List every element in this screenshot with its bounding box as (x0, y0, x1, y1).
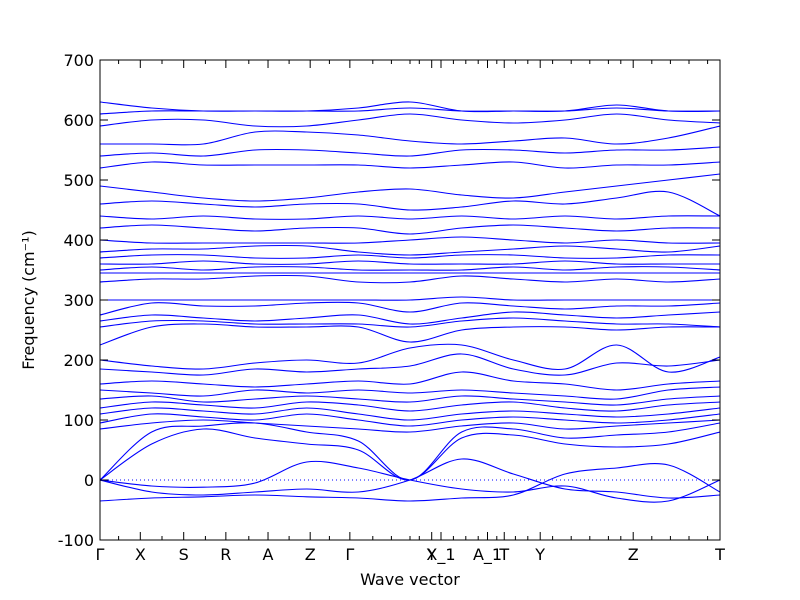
x-tick-label: X (135, 545, 146, 564)
x-tick-label: T (498, 545, 509, 564)
band-line-16 (100, 311, 720, 325)
y-tick-label: 600 (63, 111, 94, 130)
band-line-29 (100, 173, 720, 202)
band-line-7 (100, 407, 720, 421)
y-tick-label: 200 (63, 351, 94, 370)
x-tick-label: Y (534, 545, 545, 564)
x-tick-label: T (714, 545, 725, 564)
band-line-25 (100, 236, 720, 244)
band-line-24 (100, 244, 720, 256)
x-tick-label: R (220, 545, 231, 564)
band-line-11 (100, 371, 720, 391)
band-line-30 (100, 161, 720, 169)
x-tick-label: Y (426, 545, 437, 564)
y-tick-label: 0 (84, 471, 94, 490)
band-line-26 (100, 224, 720, 235)
band-line-19 (100, 274, 720, 284)
band-line-9 (100, 395, 720, 406)
x-tick-label: Z (305, 545, 316, 564)
band-line-32 (100, 125, 720, 146)
band-line-6 (100, 413, 720, 427)
x-tick-label: S (179, 545, 189, 564)
band-line-8 (100, 401, 720, 412)
x-tick-label: A (263, 545, 274, 564)
y-tick-label: 500 (63, 171, 94, 190)
band-line-35 (100, 101, 720, 113)
y-tick-label: 400 (63, 231, 94, 250)
x-axis-label: Wave vector (360, 570, 460, 589)
band-line-10 (100, 386, 720, 400)
y-tick-label: -100 (58, 531, 94, 550)
band-line-27 (100, 215, 720, 220)
y-axis-label: Frequency (cm⁻¹) (19, 230, 38, 369)
band-line-31 (100, 146, 720, 157)
band-line-28 (100, 190, 720, 217)
band-line-18 (100, 296, 720, 301)
x-tick-label: Γ (96, 545, 105, 564)
x-tick-label: A_1 (473, 545, 502, 565)
band-line-12 (100, 353, 720, 376)
x-tick-label: Γ (345, 545, 354, 564)
band-line-13 (100, 343, 720, 373)
y-tick-label: 100 (63, 411, 94, 430)
band-line-21 (100, 266, 720, 271)
band-line-17 (100, 301, 720, 316)
band-series-group (100, 101, 720, 503)
band-line-5 (100, 419, 720, 433)
band-line-2 (100, 463, 720, 502)
band-line-15 (100, 317, 720, 328)
band-line-22 (100, 260, 720, 265)
y-tick-label: 300 (63, 291, 94, 310)
y-tick-label: 700 (63, 51, 94, 70)
band-line-4 (100, 422, 720, 481)
x-tick-label: Z (628, 545, 639, 564)
band-line-23 (100, 254, 720, 259)
x-tick-label: X_1 (426, 545, 455, 565)
band-line-33 (100, 113, 720, 128)
band-line-14 (100, 323, 720, 346)
